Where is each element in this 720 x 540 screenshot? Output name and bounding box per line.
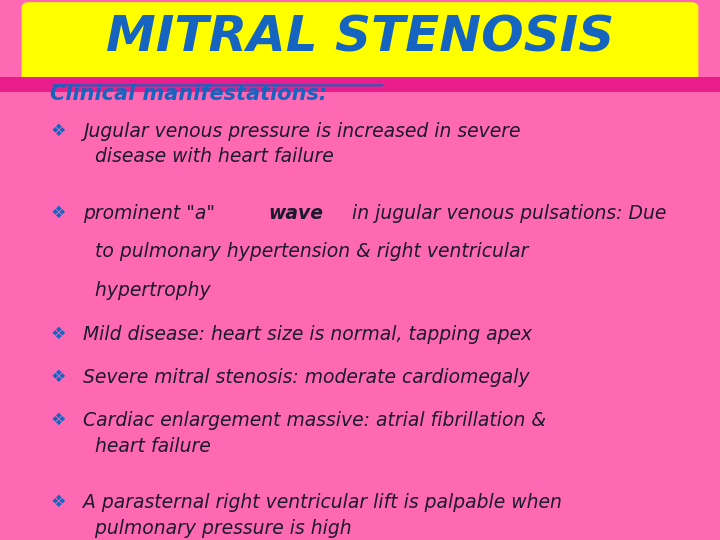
Text: Severe mitral stenosis: moderate cardiomegaly: Severe mitral stenosis: moderate cardiom…: [83, 368, 529, 387]
Text: ❖: ❖: [50, 325, 66, 342]
Text: to pulmonary hypertension & right ventricular: to pulmonary hypertension & right ventri…: [83, 242, 528, 261]
Text: Clinical manifestations:: Clinical manifestations:: [50, 84, 328, 104]
Text: in jugular venous pulsations: Due: in jugular venous pulsations: Due: [340, 204, 666, 222]
Text: ❖: ❖: [50, 368, 66, 386]
Text: Cardiac enlargement massive: atrial fibrillation &
  heart failure: Cardiac enlargement massive: atrial fibr…: [83, 411, 546, 456]
Text: ❖: ❖: [50, 122, 66, 139]
Bar: [29, 92, 691, 529]
Text: MITRAL STENOSIS: MITRAL STENOSIS: [106, 14, 614, 62]
Text: prominent "a": prominent "a": [83, 204, 227, 222]
FancyBboxPatch shape: [22, 2, 698, 85]
Text: A parasternal right ventricular lift is palpable when
  pulmonary pressure is hi: A parasternal right ventricular lift is …: [83, 493, 562, 538]
Text: ❖: ❖: [50, 411, 66, 429]
Text: Jugular venous pressure is increased in severe
  disease with heart failure: Jugular venous pressure is increased in …: [83, 122, 521, 166]
Text: ❖: ❖: [50, 493, 66, 511]
Text: hypertrophy: hypertrophy: [83, 281, 210, 300]
Bar: [0, 77, 720, 92]
Text: wave: wave: [269, 204, 323, 222]
Text: Mild disease: heart size is normal, tapping apex: Mild disease: heart size is normal, tapp…: [83, 325, 532, 343]
Text: ❖: ❖: [50, 204, 66, 221]
